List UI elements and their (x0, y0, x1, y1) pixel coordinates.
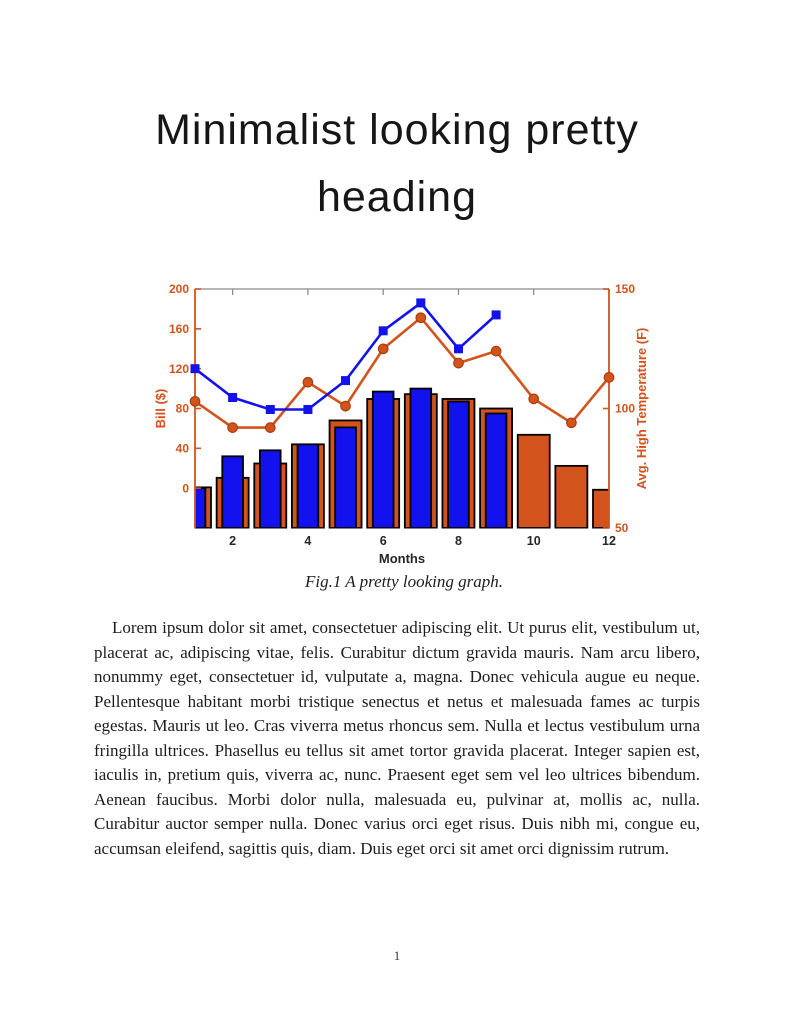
line-bill_line (190, 298, 501, 415)
svg-text:100: 100 (615, 402, 635, 416)
line-temperature_line (189, 312, 615, 434)
bill-temperature-chart: 0 40 80 120 160 200 50 100 150 2 4 6 8 10 12 Bill ($) Av… (149, 275, 659, 566)
x-axis-title: Months (379, 551, 425, 565)
y-left-axis: 0 40 80 120 160 200 (169, 282, 201, 496)
svg-text:8: 8 (455, 534, 462, 548)
svg-text:40: 40 (176, 442, 190, 456)
figure-caption: Fig.1 A pretty looking graph. (304, 572, 503, 592)
axis-titles: Bill ($) Avg. High Temperature (F) Months (153, 328, 649, 566)
chart-canvas: 0 40 80 120 160 200 50 100 150 2 4 6 8 10 12 Bill ($) Av… (153, 282, 649, 566)
svg-text:4: 4 (304, 534, 311, 548)
bars-bill_bars (194, 387, 508, 529)
svg-text:10: 10 (527, 534, 541, 548)
svg-text:0: 0 (182, 482, 189, 496)
svg-text:200: 200 (169, 282, 189, 296)
page-title-line1: Minimalist looking pretty (155, 106, 639, 154)
svg-text:50: 50 (615, 521, 629, 535)
body-paragraph: Lorem ipsum dolor sit amet, consectetuer… (94, 618, 700, 858)
svg-text:2: 2 (229, 534, 236, 548)
figure: 0 40 80 120 160 200 50 100 150 2 4 6 8 10 12 Bill ($) Av… (149, 275, 659, 592)
svg-text:6: 6 (380, 534, 387, 548)
page-title-line2: heading (316, 172, 478, 221)
x-axis: 2 4 6 8 10 12 (229, 534, 616, 548)
page-number: 1 (393, 948, 401, 963)
svg-text:80: 80 (176, 402, 190, 416)
svg-text:160: 160 (169, 322, 189, 336)
page-title: Minimalist looking pretty heading (0, 0, 794, 230)
svg-text:120: 120 (169, 362, 189, 376)
svg-text:150: 150 (615, 282, 635, 296)
y-left-axis-title: Bill ($) (153, 389, 168, 429)
y-right-axis-title: Avg. High Temperature (F) (634, 328, 649, 490)
svg-text:12: 12 (602, 534, 616, 548)
y-right-axis: 50 100 150 (603, 282, 635, 535)
